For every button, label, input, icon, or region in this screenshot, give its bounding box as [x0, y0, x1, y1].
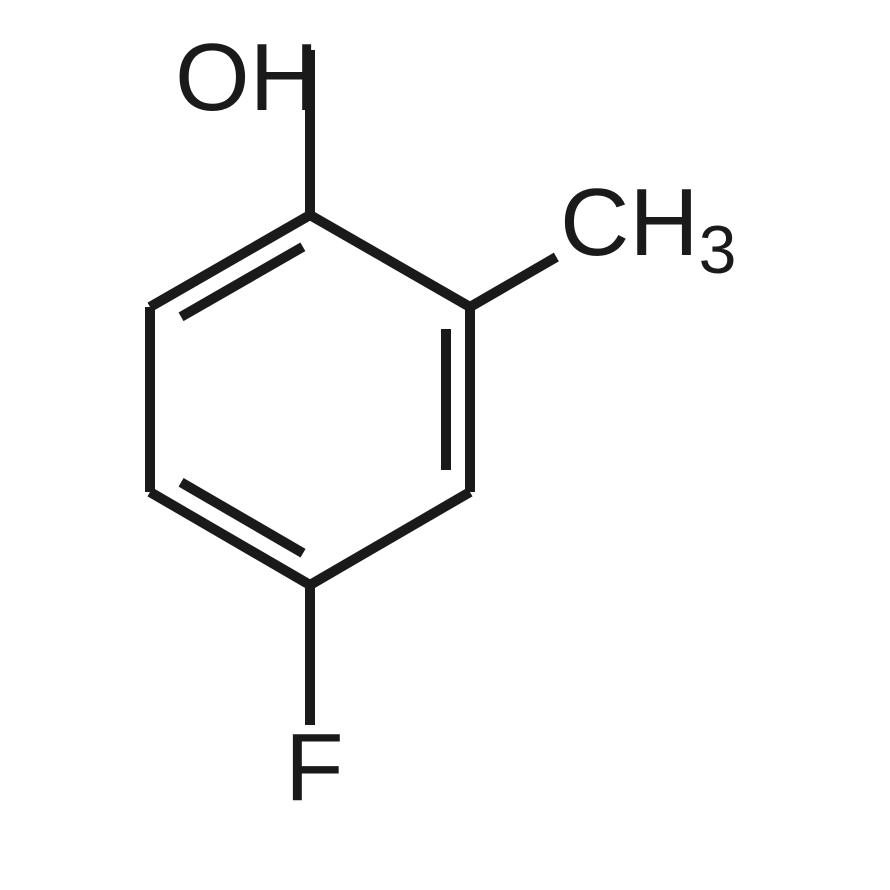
fluorine-label: F	[285, 714, 344, 821]
hydroxyl-label: OH	[175, 24, 319, 131]
bond	[310, 492, 470, 585]
methyl-label: CH3	[560, 169, 736, 288]
molecule-diagram: OH CH3 F	[0, 0, 890, 890]
bond	[310, 215, 470, 307]
bond	[470, 257, 556, 307]
